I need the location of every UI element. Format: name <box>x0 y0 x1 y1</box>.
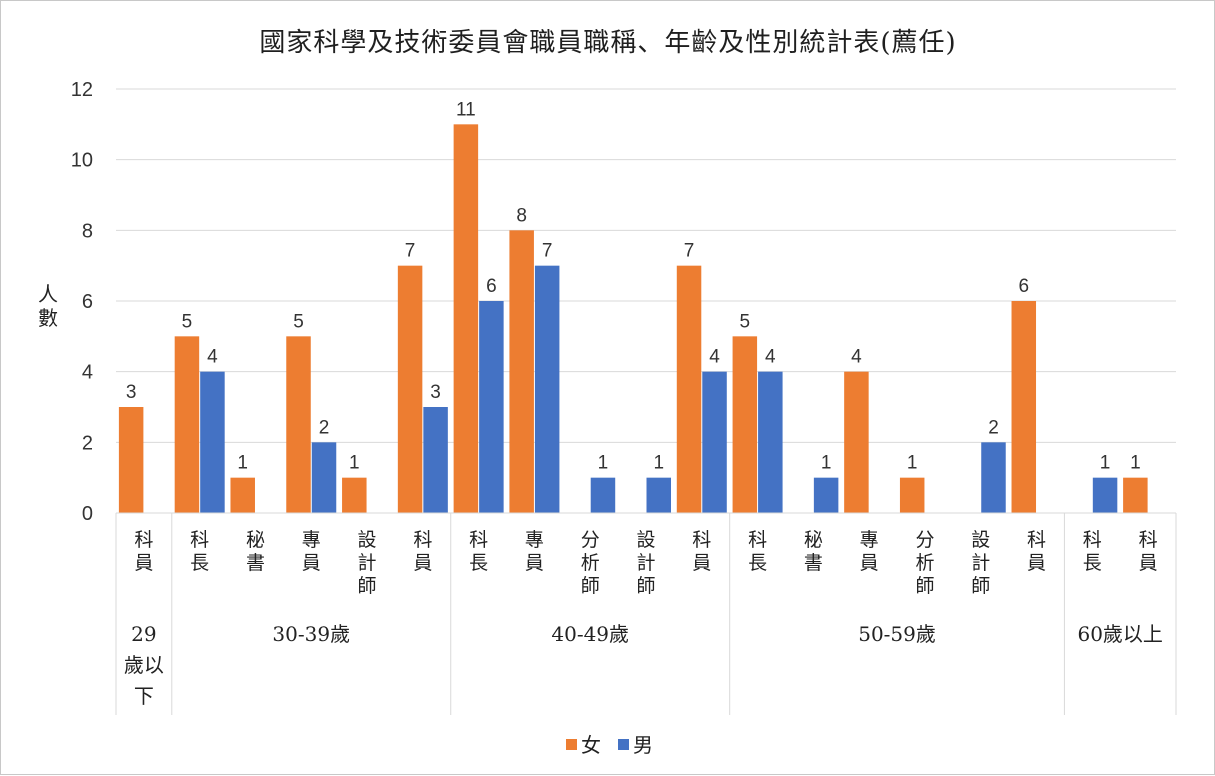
y-tick-label: 8 <box>82 220 93 242</box>
y-tick-label: 4 <box>82 362 93 384</box>
data-label: 4 <box>709 347 720 368</box>
category-label: 科員 <box>413 529 432 574</box>
y-tick-label: 6 <box>82 291 93 313</box>
data-label: 3 <box>430 382 441 403</box>
bar-女-7 <box>453 124 479 513</box>
category-label: 專員 <box>860 529 879 574</box>
category-label: 設計師 <box>358 529 377 597</box>
data-label: 1 <box>653 453 664 474</box>
data-label: 2 <box>988 417 999 438</box>
category-label: 科員 <box>1139 529 1158 574</box>
age-group-label: 60歲以上 <box>1077 622 1162 646</box>
category-label: 設計師 <box>636 529 655 597</box>
bar-女-2 <box>174 336 200 513</box>
data-label: 5 <box>740 311 751 332</box>
legend: 女男 <box>566 733 653 757</box>
category-label: 秘書 <box>804 529 823 574</box>
bar-女-6 <box>397 265 423 513</box>
legend-swatch-男 <box>618 739 629 750</box>
age-group-label: 40-49歲 <box>551 622 629 646</box>
bar-女-5 <box>342 477 367 513</box>
y-tick-label: 0 <box>82 503 93 525</box>
bar-女-19 <box>1123 477 1148 513</box>
category-label: 科長 <box>190 529 209 574</box>
data-label: 1 <box>907 453 918 474</box>
bar-男-9 <box>590 477 616 513</box>
bar-女-1 <box>118 407 144 513</box>
data-label: 1 <box>821 453 832 474</box>
bar-女-4 <box>286 336 311 513</box>
bar-男-11 <box>702 371 727 513</box>
bar-男-12 <box>758 371 783 513</box>
data-label: 3 <box>126 382 137 403</box>
legend-label-女: 女 <box>581 733 601 757</box>
category-label: 科員 <box>1027 529 1046 574</box>
data-label: 4 <box>851 347 862 368</box>
data-label: 5 <box>182 311 193 332</box>
bars <box>118 124 1148 514</box>
bar-男-2 <box>200 371 225 513</box>
category-label: 秘書 <box>246 529 265 574</box>
age-group-label: 30-39歲 <box>272 622 350 646</box>
bar-男-8 <box>534 265 560 513</box>
category-label: 分析師 <box>581 529 600 597</box>
data-label: 7 <box>684 241 695 262</box>
bar-女-8 <box>509 230 534 514</box>
data-label: 1 <box>349 453 360 474</box>
bar-男-10 <box>646 477 671 513</box>
legend-label-男: 男 <box>633 733 653 757</box>
data-label: 1 <box>1130 453 1141 474</box>
bar-女-14 <box>844 371 869 513</box>
data-label: 8 <box>516 205 527 226</box>
category-label: 分析師 <box>915 529 934 597</box>
bar-女-12 <box>732 336 758 513</box>
data-label: 11 <box>456 99 476 120</box>
category-label: 科長 <box>1083 529 1102 574</box>
chart-title: 國家科學及技術委員會職員職稱、年齡及性別統計表(薦任) <box>259 28 956 58</box>
age-group-label: 29 歲以下 <box>124 622 164 708</box>
bar-男-6 <box>423 407 448 513</box>
bar-女-11 <box>676 265 702 513</box>
category-label: 科長 <box>748 529 767 574</box>
data-label: 6 <box>1018 276 1029 297</box>
data-label: 7 <box>405 241 416 262</box>
category-label: 專員 <box>525 529 544 574</box>
y-tick-label: 10 <box>71 150 93 172</box>
bar-男-16 <box>981 442 1006 513</box>
data-label: 4 <box>207 347 218 368</box>
data-label: 5 <box>293 311 304 332</box>
bar-女-15 <box>899 477 925 513</box>
data-label: 2 <box>319 417 330 438</box>
data-label: 7 <box>542 241 553 262</box>
data-label: 6 <box>486 276 497 297</box>
category-label: 專員 <box>302 529 321 574</box>
age-group-label: 50-59歲 <box>858 622 936 646</box>
y-tick-label: 2 <box>82 432 93 454</box>
bar-男-13 <box>813 477 839 513</box>
bar-男-7 <box>479 301 504 513</box>
data-label: 1 <box>237 453 248 474</box>
category-label: 設計師 <box>971 529 990 597</box>
data-label: 1 <box>598 453 609 474</box>
category-label: 科員 <box>692 529 711 574</box>
bar-女-17 <box>1011 301 1037 513</box>
y-axis-label: 人數 <box>38 282 58 330</box>
y-tick-label: 12 <box>71 79 93 101</box>
bar-男-4 <box>311 442 337 513</box>
legend-swatch-女 <box>566 739 577 750</box>
bar-男-18 <box>1092 477 1118 513</box>
data-label: 1 <box>1100 453 1111 474</box>
category-label: 科員 <box>134 529 153 574</box>
bar-女-3 <box>230 477 255 513</box>
category-label: 科長 <box>469 529 488 574</box>
data-label: 4 <box>765 347 776 368</box>
